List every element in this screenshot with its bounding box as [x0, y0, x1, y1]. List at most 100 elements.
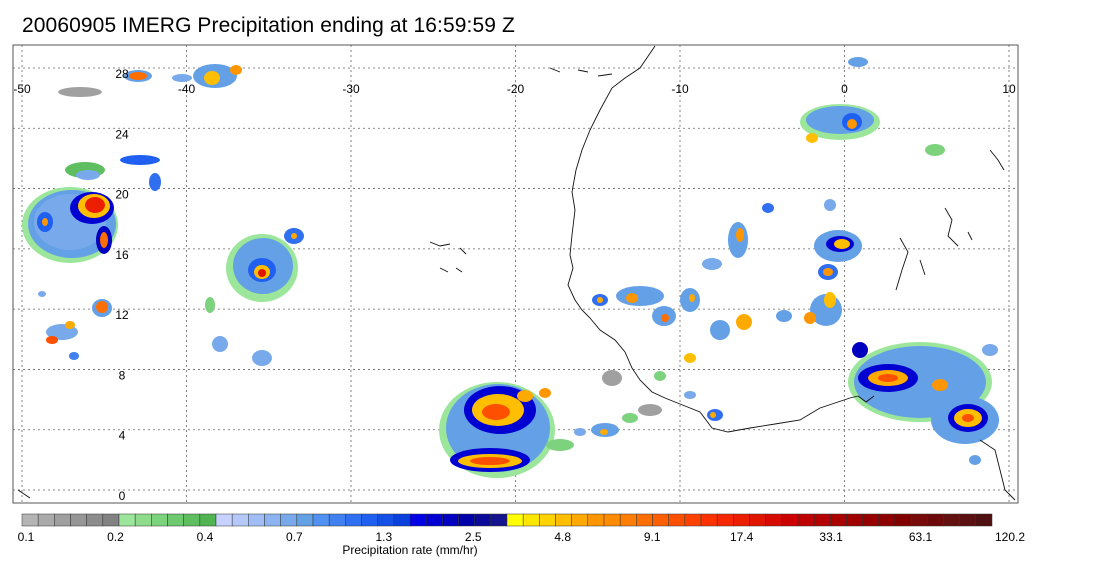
colorbar-labels: 0.1 0.2 0.4 0.7 1.3 2.5 4.8 9.1 17.4 33.1 63.1 120.…: [18, 530, 1026, 544]
latitude-tick-label: 4: [119, 429, 126, 443]
longitude-tick-label: 10: [1002, 82, 1016, 96]
colorbar-swatch: [749, 513, 766, 527]
colorbar-label: 9.1: [644, 530, 661, 544]
latitude-tick-label: 24: [115, 127, 129, 141]
colorbar-swatch: [312, 513, 330, 527]
colorbar-swatch: [248, 513, 265, 527]
colorbar-swatch: [134, 513, 152, 527]
colorbar-swatch: [927, 513, 944, 527]
colorbar-label: 0.7: [286, 530, 303, 544]
colorbar-swatch: [458, 513, 475, 527]
colorbar-swatch: [587, 513, 605, 527]
colorbar-swatch: [215, 513, 233, 527]
colorbar-swatch: [393, 513, 411, 527]
precip-cell: [38, 291, 112, 360]
colorbar-swatch: [231, 513, 249, 527]
colorbar-swatch: [345, 513, 362, 527]
colorbar-swatch: [54, 513, 71, 527]
colorbar-swatch: [830, 513, 847, 527]
coastline: [17, 45, 1016, 501]
colorbar-label: 1.3: [375, 530, 392, 544]
colorbar-swatch: [118, 513, 136, 527]
colorbar-swatch: [361, 513, 378, 527]
colorbar-swatch: [555, 513, 572, 527]
latitude-tick-label: 0: [119, 489, 126, 503]
chart-title: 20060905 IMERG Precipitation ending at 1…: [22, 14, 515, 37]
colorbar-swatch: [878, 513, 896, 527]
longitude-labels: -50 -40 -30 -20 -10 0 10: [13, 82, 1016, 96]
colorbar-label: 17.4: [730, 530, 754, 544]
colorbar-swatch: [86, 513, 104, 527]
colorbar-swatch: [296, 513, 314, 527]
colorbar-swatch: [636, 513, 653, 527]
colorbar-label: 33.1: [819, 530, 843, 544]
latitude-tick-label: 16: [115, 248, 129, 262]
colorbar-swatch: [264, 513, 281, 527]
latitude-tick-label: 28: [115, 67, 129, 81]
colorbar-units: Precipitation rate (mm/hr): [342, 543, 477, 557]
colorbar-label: 4.8: [554, 530, 571, 544]
colorbar-swatch: [910, 513, 928, 527]
latitude-tick-label: 8: [119, 368, 126, 382]
latitude-tick-label: 20: [115, 188, 129, 202]
precipitation-field: [22, 57, 999, 478]
colorbar-label: 0.1: [18, 530, 35, 544]
colorbar-swatch: [813, 513, 831, 527]
precip-cell: [22, 155, 161, 263]
colorbar-label: 0.2: [107, 530, 124, 544]
colorbar-swatch: [102, 513, 120, 527]
longitude-tick-label: -50: [13, 82, 31, 96]
colorbar-swatch: [21, 513, 39, 527]
longitude-tick-label: -10: [671, 82, 689, 96]
colorbar-swatch: [490, 513, 508, 527]
colorbar-swatch: [442, 513, 459, 527]
colorbar-swatch: [781, 513, 799, 527]
colorbar-label: 0.4: [197, 530, 214, 544]
colorbar-swatch: [700, 513, 718, 527]
colorbar-swatch: [522, 513, 540, 527]
precip-cell: [776, 199, 862, 326]
colorbar-label: 120.2: [995, 530, 1025, 544]
precip-cell: [574, 370, 662, 437]
colorbar-swatch: [733, 513, 750, 527]
colorbar-swatch: [474, 513, 492, 527]
colorbar-swatch: [151, 513, 168, 527]
longitude-tick-label: -30: [342, 82, 360, 96]
precip-cell: [439, 382, 574, 478]
colorbar-swatch: [959, 513, 977, 527]
colorbar-swatch: [37, 513, 55, 527]
colorbar-swatch: [943, 513, 960, 527]
precip-cell: [848, 342, 999, 465]
colorbar-swatch: [539, 513, 556, 527]
colorbar-swatch: [328, 513, 346, 527]
colorbar-swatch: [409, 513, 427, 527]
colorbar-label: 63.1: [909, 530, 933, 544]
colorbar-swatch: [846, 513, 863, 527]
colorbar-swatch: [668, 513, 686, 527]
longitude-tick-label: 0: [841, 82, 848, 96]
colorbar-swatch: [765, 513, 783, 527]
colorbar-swatch: [975, 513, 993, 527]
precip-cell: [58, 64, 242, 97]
colorbar: [21, 513, 993, 527]
colorbar-swatch: [70, 513, 87, 527]
colorbar-swatch: [894, 513, 912, 527]
colorbar-swatch: [603, 513, 621, 527]
precip-cell: [592, 203, 774, 421]
colorbar-swatch: [425, 513, 443, 527]
colorbar-swatch: [652, 513, 669, 527]
latitude-labels: 28 24 20 16 12 8 4 0: [115, 67, 129, 503]
precip-cell: [800, 57, 945, 156]
colorbar-swatch: [619, 513, 637, 527]
longitude-tick-label: -40: [178, 82, 196, 96]
longitude-tick-label: -20: [507, 82, 525, 96]
colorbar-swatch: [571, 513, 589, 527]
precip-cell: [205, 228, 304, 366]
colorbar-swatch: [377, 513, 395, 527]
colorbar-swatch: [684, 513, 702, 527]
colorbar-swatch: [797, 513, 815, 527]
colorbar-swatch: [167, 513, 184, 527]
colorbar-swatch: [183, 513, 201, 527]
colorbar-swatch: [862, 513, 880, 527]
